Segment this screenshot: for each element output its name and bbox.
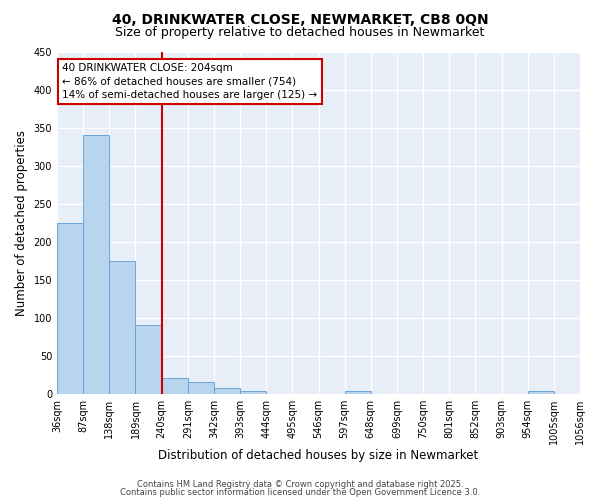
Text: Contains public sector information licensed under the Open Government Licence 3.: Contains public sector information licen… [120,488,480,497]
Bar [214,388,240,394]
Bar [240,390,266,394]
Bar [528,392,554,394]
Text: 40, DRINKWATER CLOSE, NEWMARKET, CB8 0QN: 40, DRINKWATER CLOSE, NEWMARKET, CB8 0QN [112,12,488,26]
Bar [109,260,136,394]
Text: 40 DRINKWATER CLOSE: 204sqm
← 86% of detached houses are smaller (754)
14% of se: 40 DRINKWATER CLOSE: 204sqm ← 86% of det… [62,64,317,100]
Text: Contains HM Land Registry data © Crown copyright and database right 2025.: Contains HM Land Registry data © Crown c… [137,480,463,489]
Bar [188,382,214,394]
Bar [344,390,371,394]
Y-axis label: Number of detached properties: Number of detached properties [15,130,28,316]
Bar [83,135,109,394]
Bar [57,222,83,394]
Text: Size of property relative to detached houses in Newmarket: Size of property relative to detached ho… [115,26,485,39]
Bar [136,326,161,394]
X-axis label: Distribution of detached houses by size in Newmarket: Distribution of detached houses by size … [158,450,479,462]
Bar [161,378,188,394]
